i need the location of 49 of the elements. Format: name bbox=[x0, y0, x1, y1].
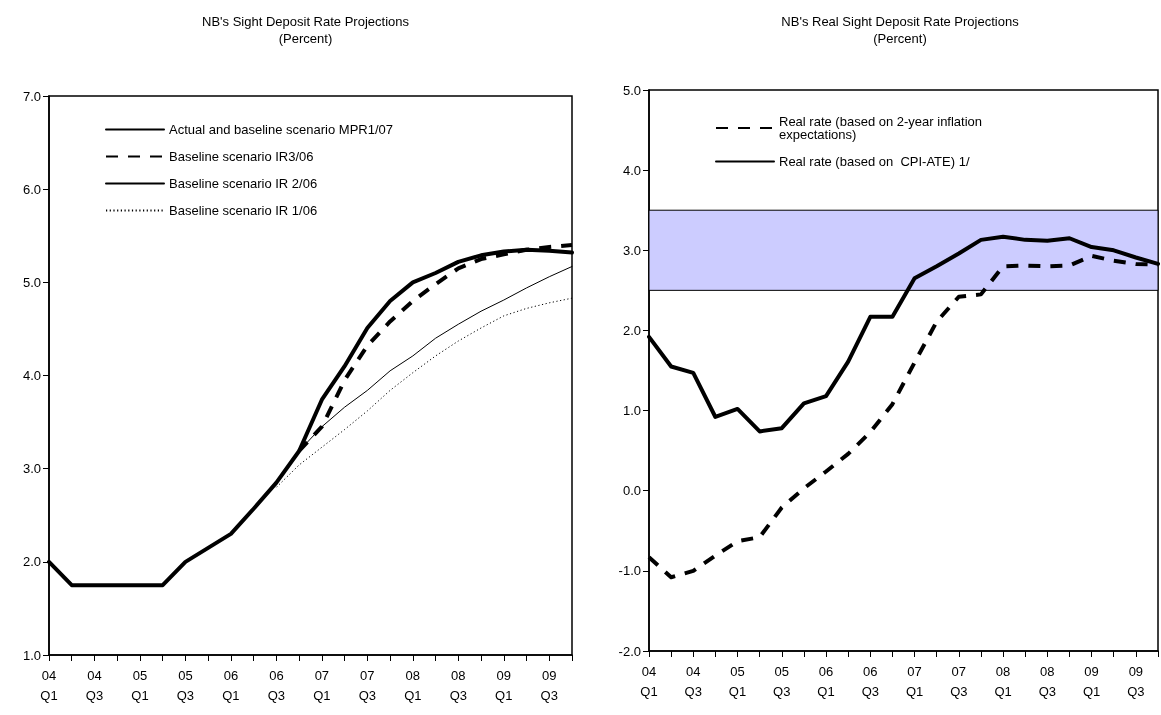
x-tick-label: 05 Q3 bbox=[773, 663, 791, 699]
y-tick-label: 7.0 bbox=[22, 88, 41, 104]
x-tick-label: 04 Q3 bbox=[684, 663, 702, 699]
x-tick-label: 09 Q3 bbox=[540, 667, 558, 703]
legend-label: Real rate (based on CPI-ATE) 1/ bbox=[779, 154, 970, 169]
y-tick-label: 0.0 bbox=[622, 483, 641, 499]
x-tick-label: 05 Q1 bbox=[728, 663, 747, 699]
chart-title: NB's Real Sight Deposit Rate Projections bbox=[781, 14, 1020, 29]
x-tick-label: 07 Q1 bbox=[905, 663, 924, 699]
x-tick-label: 04 Q3 bbox=[85, 667, 104, 703]
x-tick-label: 08 Q1 bbox=[994, 663, 1012, 699]
x-tick-label: 06 Q3 bbox=[861, 663, 879, 699]
y-tick-label: 1.0 bbox=[22, 647, 41, 663]
x-tick-label: 07 Q3 bbox=[950, 663, 968, 699]
chart-subtitle: (Percent) bbox=[278, 31, 333, 46]
x-tick-label: 07 Q1 bbox=[313, 667, 331, 703]
y-tick-label: 4.0 bbox=[622, 162, 641, 178]
x-tick-label: 05 Q3 bbox=[176, 667, 195, 703]
legend-label: Baseline scenario IR 1/06 bbox=[169, 203, 318, 218]
y-tick-label: 3.0 bbox=[22, 461, 41, 477]
y-tick-label: 5.0 bbox=[622, 82, 641, 98]
chart-subtitle: (Percent) bbox=[873, 31, 927, 46]
x-tick-label: 08 Q1 bbox=[404, 667, 422, 703]
x-tick-label: 08 Q3 bbox=[449, 667, 467, 703]
y-tick-label: 3.0 bbox=[622, 242, 641, 258]
y-tick-label: 2.0 bbox=[622, 322, 641, 338]
legend-label: Actual and baseline scenario MPR1/07 bbox=[169, 122, 394, 137]
y-tick-label: 4.0 bbox=[22, 368, 41, 383]
legend-label: Baseline scenario IR3/06 bbox=[169, 149, 314, 164]
y-tick-label: 1.0 bbox=[622, 403, 641, 419]
x-tick-label: 09 Q1 bbox=[1082, 663, 1101, 699]
x-tick-label: 04 Q1 bbox=[640, 663, 658, 699]
y-tick-label: 5.0 bbox=[22, 274, 41, 290]
y-tick-label: 6.0 bbox=[22, 181, 41, 197]
y-tick-label: -1.0 bbox=[618, 563, 641, 579]
x-tick-label: 08 Q3 bbox=[1038, 663, 1057, 699]
x-tick-label: 05 Q1 bbox=[131, 667, 149, 703]
y-tick-label: -2.0 bbox=[618, 643, 641, 659]
x-tick-label: 04 Q1 bbox=[40, 667, 58, 703]
legend-label: Baseline scenario IR 2/06 bbox=[169, 176, 318, 191]
y-tick-label: 2.0 bbox=[22, 554, 41, 570]
legend-label: Real rate (based on 2-year inflation expectations) bbox=[779, 114, 986, 142]
x-tick-label: 06 Q1 bbox=[222, 667, 240, 703]
x-tick-label: 09 Q1 bbox=[495, 667, 513, 703]
x-tick-label: 07 Q3 bbox=[358, 667, 377, 703]
x-tick-label: 09 Q3 bbox=[1127, 663, 1145, 699]
chart-title: NB's Sight Deposit Rate Projections bbox=[202, 14, 410, 29]
x-tick-label: 06 Q3 bbox=[267, 667, 286, 703]
x-tick-label: 06 Q1 bbox=[817, 663, 835, 699]
